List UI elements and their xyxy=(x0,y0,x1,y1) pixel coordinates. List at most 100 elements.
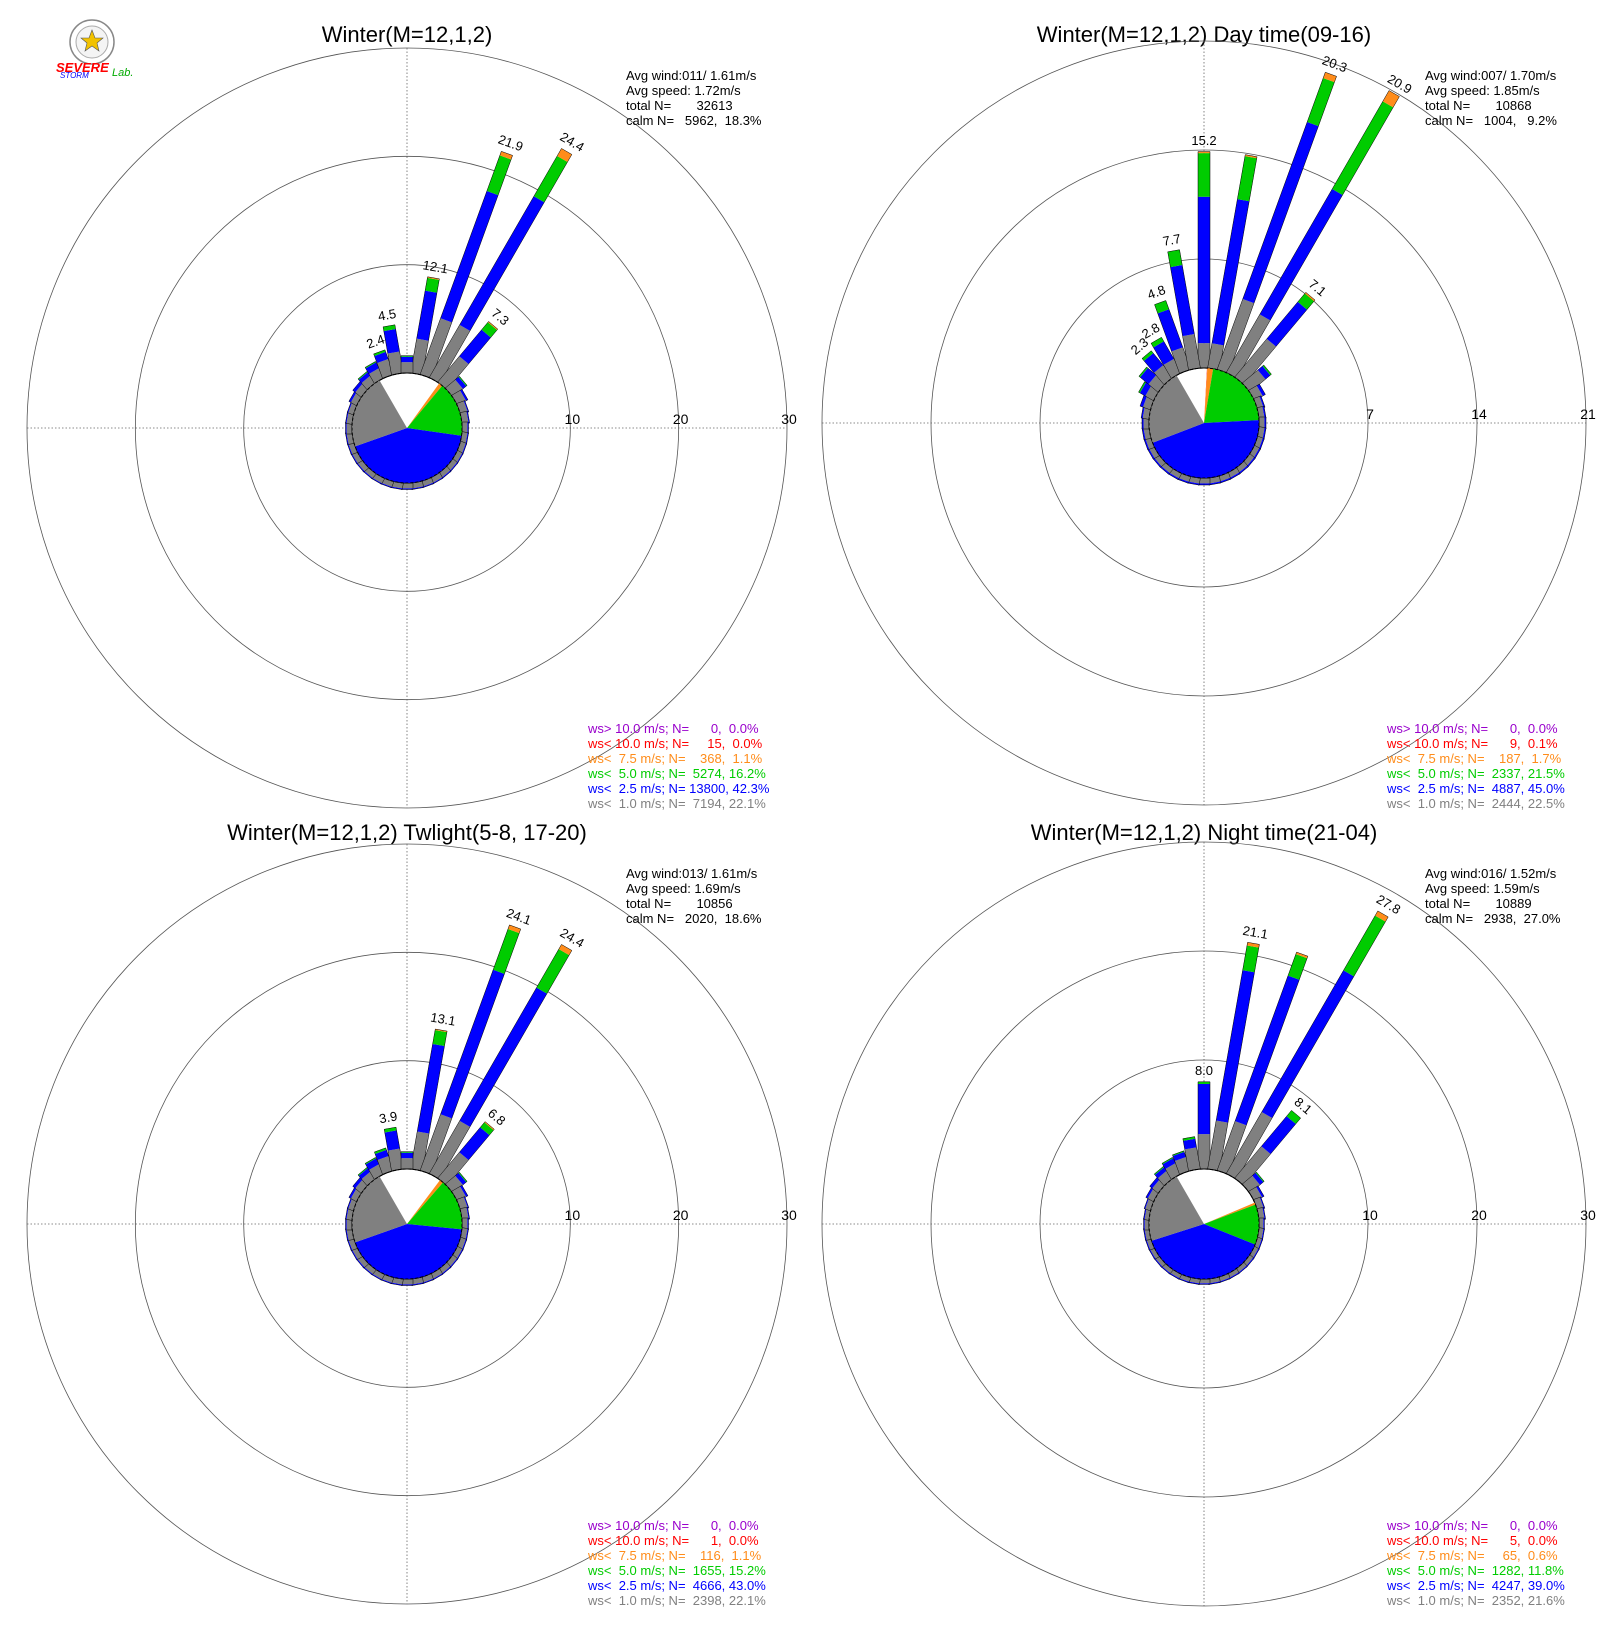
wind-bar-segment xyxy=(1182,334,1201,370)
wind-bar-segment xyxy=(376,358,394,379)
wind-bar-segment xyxy=(1149,1177,1160,1189)
calm-pie-slice xyxy=(407,1182,462,1230)
wind-bar-segment xyxy=(1154,1167,1167,1179)
wind-bar-segment xyxy=(1178,1273,1191,1282)
wind-bar-segment xyxy=(390,481,404,489)
range-ring xyxy=(1039,1059,1369,1389)
legend-entry: ws< 7.5 m/s; N= 368, 1.1% xyxy=(587,751,763,766)
ring-label: 30 xyxy=(1580,1207,1596,1223)
ring-label: 10 xyxy=(565,411,581,427)
wind-bar-segment xyxy=(455,376,467,389)
legend-entry: ws< 1.0 m/s; N= 2398, 22.1% xyxy=(587,1593,766,1608)
wind-bar-segment xyxy=(1248,1246,1259,1259)
wind-bar-segment xyxy=(1187,476,1201,484)
wind-bar-segment xyxy=(1139,382,1152,397)
panel-title: Winter(M=12,1,2) Night time(21-04) xyxy=(1031,820,1378,845)
wind-bar-segment xyxy=(1253,1237,1262,1250)
wind-rose-panel: Winter(M=12,1,2) Night time(21-04) 10 20 30… xyxy=(821,820,1596,1608)
wind-bar-segment xyxy=(460,389,468,401)
calm-pie-slice xyxy=(1204,368,1214,423)
wind-bar-segment xyxy=(1143,438,1150,450)
legend-entry: ws< 2.5 m/s; N= 4887, 45.0% xyxy=(1386,781,1565,796)
wind-bar-segment xyxy=(558,944,572,956)
range-ring xyxy=(134,155,680,701)
wind-bar-segment xyxy=(1144,1227,1151,1241)
wind-bar-segment xyxy=(1261,1116,1296,1154)
wind-bar-segment xyxy=(348,1237,358,1251)
wind-bar-segment xyxy=(346,411,354,425)
wind-bar-segment xyxy=(1257,1207,1265,1221)
wind-bar-segment xyxy=(377,1156,394,1175)
wind-bar-segment xyxy=(1146,1237,1155,1250)
ring-label: 10 xyxy=(1362,1207,1378,1223)
calm-pie-slice xyxy=(1152,420,1259,479)
wind-bar-segment xyxy=(459,196,545,331)
ring-label: 7 xyxy=(1366,406,1374,422)
wind-bar-segment xyxy=(352,1177,363,1189)
wind-bar-segment xyxy=(1219,477,1231,484)
wind-bar-segment xyxy=(1154,365,1174,385)
wind-bar-segment xyxy=(1149,1246,1160,1259)
wind-bar-segment xyxy=(348,401,358,415)
wind-bar-segment xyxy=(1157,309,1183,352)
wind-bar-segment xyxy=(1144,353,1164,373)
stats-line: Avg wind:011/ 1.61m/s xyxy=(626,68,757,83)
wind-bar-segment xyxy=(1256,384,1266,397)
calm-pie-slice xyxy=(352,380,407,447)
wind-bar-segment xyxy=(460,1207,469,1221)
wind-bar-segment xyxy=(1167,472,1179,480)
legend-entry: ws< 10.0 m/s; N= 5, 0.0% xyxy=(1386,1533,1558,1548)
wind-bar-segment xyxy=(350,392,363,406)
wind-bar-segment xyxy=(1184,1147,1201,1171)
wind-bar-segment xyxy=(416,290,437,341)
calm-pie-slice xyxy=(1204,1202,1256,1224)
wind-bar-segment xyxy=(1177,472,1191,482)
wind-bar-segment xyxy=(1152,457,1162,468)
wind-bar-segment xyxy=(460,431,468,445)
wind-bar-segment xyxy=(1170,265,1195,337)
bar-label: 13.1 xyxy=(429,1010,457,1029)
wind-bar-segment xyxy=(348,441,358,455)
wind-bar-segment xyxy=(361,375,377,390)
wind-bar-segment xyxy=(1217,299,1255,374)
wind-bar-segment xyxy=(429,472,443,484)
wind-bar-segment xyxy=(1257,406,1265,420)
wind-bar-segment xyxy=(432,1030,447,1047)
wind-bar-segment xyxy=(1266,301,1308,347)
stats-line: Avg speed: 1.85m/s xyxy=(1425,83,1540,98)
wind-bar-segment xyxy=(363,1262,377,1275)
ring-label: 30 xyxy=(781,1207,797,1223)
wind-bar-segment xyxy=(1216,970,1255,1123)
stats-line: Avg speed: 1.72m/s xyxy=(626,83,741,98)
bar-label: 4.5 xyxy=(377,306,397,324)
calm-pie-slice xyxy=(407,383,443,428)
wind-bar-segment xyxy=(1242,453,1255,467)
range-ring xyxy=(134,951,680,1497)
bar-label: 15.2 xyxy=(1191,133,1216,148)
wind-bar-segment xyxy=(410,338,429,375)
wind-bar-segment xyxy=(355,1179,369,1194)
wind-bar-segment xyxy=(481,322,498,338)
calm-pie-outline xyxy=(1148,1168,1260,1280)
wind-bar-segment xyxy=(384,1127,397,1133)
wind-bar-segment xyxy=(455,1172,467,1185)
stats-line: calm N= 5962, 18.3% xyxy=(626,113,762,128)
wind-bar-segment xyxy=(1207,1120,1228,1171)
wind-bar-segment xyxy=(368,367,385,384)
wind-bar-segment xyxy=(1217,1121,1247,1175)
wind-bar-segment xyxy=(1145,436,1155,450)
legend-entry: ws> 10.0 m/s; N= 0, 0.0% xyxy=(1386,1518,1558,1533)
logo-text-severe: SEVERE xyxy=(56,60,109,75)
wind-bar-segment xyxy=(387,1148,404,1171)
severe-storm-lab-logo: SEVERE STORM Lab. xyxy=(56,19,133,80)
wind-bar-segment xyxy=(1257,366,1271,380)
legend-entry: ws< 1.0 m/s; N= 2444, 22.5% xyxy=(1386,796,1565,811)
wind-bar-segment xyxy=(1154,300,1169,314)
wind-bar-segment xyxy=(348,1197,358,1211)
wind-bar-segment xyxy=(375,1149,389,1161)
calm-pie-outline xyxy=(351,372,463,484)
wind-bar-segment xyxy=(445,1254,458,1268)
stats-line: Avg speed: 1.59m/s xyxy=(1425,881,1540,896)
wind-bar-segment xyxy=(358,1168,371,1180)
